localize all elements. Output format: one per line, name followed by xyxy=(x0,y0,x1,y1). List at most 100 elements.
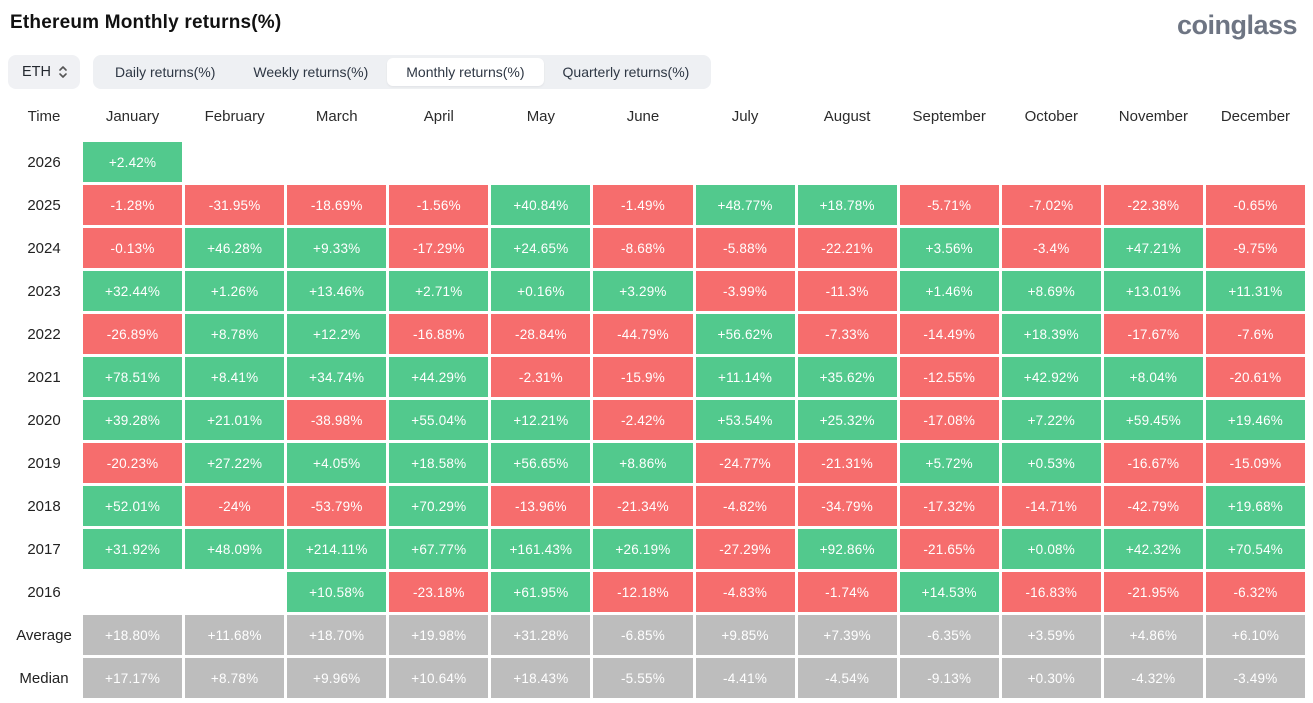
tab-weekly-returns[interactable]: Weekly returns(%) xyxy=(234,58,387,86)
return-cell: -17.08% xyxy=(899,400,999,440)
return-cell: -21.31% xyxy=(797,443,897,483)
return-cell: +19.98% xyxy=(389,615,489,655)
tab-daily-returns[interactable]: Daily returns(%) xyxy=(96,58,234,86)
return-cell: +10.64% xyxy=(389,658,489,698)
return-cell: +8.78% xyxy=(185,658,285,698)
return-cell: +18.39% xyxy=(1001,314,1101,354)
return-cell: +44.29% xyxy=(389,357,489,397)
return-cell: -13.96% xyxy=(491,486,591,526)
return-cell: +13.01% xyxy=(1103,271,1203,311)
return-cell: -20.61% xyxy=(1205,357,1305,397)
table-row-2018: 2018 +52.01% -24% -53.79% +70.29% -13.96% -21.… xyxy=(8,486,1305,526)
return-cell: -34.79% xyxy=(797,486,897,526)
row-label: 2019 xyxy=(27,454,61,472)
return-cell: +53.54% xyxy=(695,400,795,440)
table-row-2017: 2017 +31.92% +48.09% +214.11% +67.77% +161.43… xyxy=(8,529,1305,569)
return-cell: +7.22% xyxy=(1001,400,1101,440)
table-row-2024: 2024 -0.13% +46.28% +9.33% -17.29% +24.65% -8.… xyxy=(8,228,1305,268)
return-cell: -7.6% xyxy=(1205,314,1305,354)
return-cell: +9.33% xyxy=(287,228,387,268)
tab-quarterly-returns[interactable]: Quarterly returns(%) xyxy=(544,58,709,86)
return-cell xyxy=(389,142,488,182)
return-cell: +59.45% xyxy=(1103,400,1203,440)
return-cell: -15.09% xyxy=(1205,443,1305,483)
return-cell: +6.10% xyxy=(1205,615,1305,655)
return-cell: -1.49% xyxy=(593,185,693,225)
column-header-january: January xyxy=(105,107,160,125)
return-cell: +9.85% xyxy=(695,615,795,655)
return-cell: +24.65% xyxy=(491,228,591,268)
return-cell: +48.77% xyxy=(695,185,795,225)
return-cell: +40.84% xyxy=(491,185,591,225)
column-header-june: June xyxy=(626,107,660,125)
row-label: 2026 xyxy=(27,153,61,171)
return-cell: -3.4% xyxy=(1001,228,1101,268)
return-cell: -7.02% xyxy=(1001,185,1101,225)
returns-tabs: Daily returns(%) Weekly returns(%) Monthly… xyxy=(93,55,712,89)
table-row-median: Median +17.17% +8.78% +9.96% +10.64% +18.43% -… xyxy=(8,658,1305,698)
return-cell: +8.86% xyxy=(593,443,693,483)
row-label: 2021 xyxy=(27,368,61,386)
return-cell: +0.53% xyxy=(1001,443,1101,483)
column-header-august: August xyxy=(823,107,871,125)
table-header-row: Time January February March April May June July… xyxy=(8,99,1305,133)
table-row-2023: 2023 +32.44% +1.26% +13.46% +2.71% +0.16% +3.2… xyxy=(8,271,1305,311)
return-cell: -17.32% xyxy=(899,486,999,526)
return-cell xyxy=(287,142,386,182)
return-cell xyxy=(1104,142,1203,182)
row-label: 2023 xyxy=(27,282,61,300)
return-cell: +12.21% xyxy=(491,400,591,440)
return-cell: +78.51% xyxy=(83,357,183,397)
tab-monthly-returns[interactable]: Monthly returns(%) xyxy=(387,58,544,86)
return-cell: +18.78% xyxy=(797,185,897,225)
return-cell: -21.34% xyxy=(593,486,693,526)
return-cell: -4.83% xyxy=(695,572,795,612)
return-cell: -42.79% xyxy=(1103,486,1203,526)
return-cell: -3.49% xyxy=(1205,658,1305,698)
return-cell: -27.29% xyxy=(695,529,795,569)
return-cell: -5.71% xyxy=(899,185,999,225)
column-header-september: September xyxy=(912,107,986,125)
return-cell: -12.55% xyxy=(899,357,999,397)
controls-bar: ETH Daily returns(%) Weekly returns(%) Mon… xyxy=(8,55,1305,89)
return-cell xyxy=(593,142,692,182)
return-cell: +1.26% xyxy=(185,271,285,311)
coinglass-logo: coinglass xyxy=(1176,10,1298,40)
return-cell: +214.11% xyxy=(287,529,387,569)
return-cell xyxy=(900,142,999,182)
column-header-july: July xyxy=(731,107,759,125)
return-cell: +35.62% xyxy=(797,357,897,397)
return-cell: +46.28% xyxy=(185,228,285,268)
return-cell: +70.29% xyxy=(389,486,489,526)
return-cell xyxy=(696,142,795,182)
table-row-2025: 2025 -1.28% -31.95% -18.69% -1.56% +40.84% -1.… xyxy=(8,185,1305,225)
topbar: Ethereum Monthly returns(%) coinglass xyxy=(8,8,1305,39)
return-cell: +17.17% xyxy=(83,658,183,698)
return-cell: -9.13% xyxy=(899,658,999,698)
return-cell: +70.54% xyxy=(1205,529,1305,569)
return-cell: +61.95% xyxy=(491,572,591,612)
return-cell: +13.46% xyxy=(287,271,387,311)
table-row-average: Average +18.80% +11.68% +18.70% +19.98% +31.2… xyxy=(8,615,1305,655)
return-cell: -11.3% xyxy=(797,271,897,311)
return-cell: -14.49% xyxy=(899,314,999,354)
return-cell xyxy=(185,572,284,612)
return-cell: +9.96% xyxy=(287,658,387,698)
return-cell: -21.65% xyxy=(899,529,999,569)
return-cell: +56.62% xyxy=(695,314,795,354)
symbol-select[interactable]: ETH xyxy=(8,55,80,89)
return-cell: -5.88% xyxy=(695,228,795,268)
row-label: 2017 xyxy=(27,540,61,558)
return-cell: -1.56% xyxy=(389,185,489,225)
return-cell: +21.01% xyxy=(185,400,285,440)
return-cell: +18.80% xyxy=(83,615,183,655)
return-cell: +10.58% xyxy=(287,572,387,612)
return-cell: -0.65% xyxy=(1205,185,1305,225)
return-cell: -3.99% xyxy=(695,271,795,311)
return-cell: -22.21% xyxy=(797,228,897,268)
return-cell: -2.31% xyxy=(491,357,591,397)
row-label: 2018 xyxy=(27,497,61,515)
select-arrows-icon xyxy=(58,65,68,79)
return-cell: +48.09% xyxy=(185,529,285,569)
return-cell: -16.83% xyxy=(1001,572,1101,612)
